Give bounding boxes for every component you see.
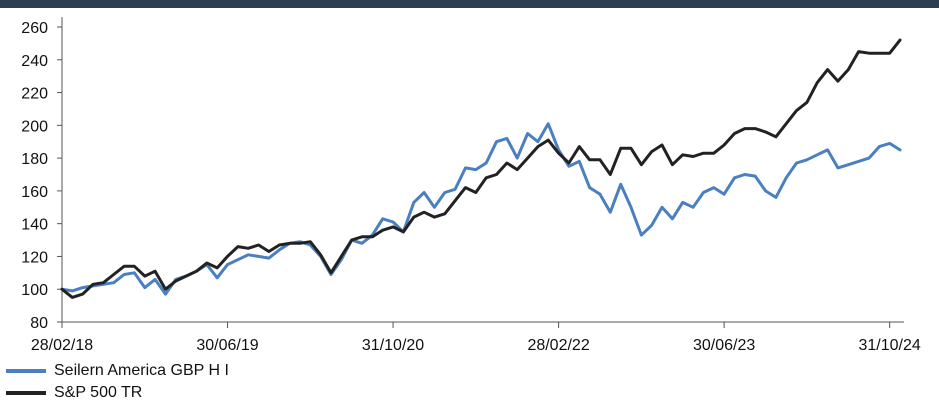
legend-label-sp500: S&P 500 TR xyxy=(54,384,143,401)
legend-swatch-seilern xyxy=(6,369,46,373)
y-tick-label-140: 140 xyxy=(21,217,48,234)
chart-header-bar xyxy=(0,0,939,8)
legend-item-sp500: S&P 500 TR xyxy=(6,382,229,404)
y-tick-label-120: 120 xyxy=(21,249,48,266)
y-tick-label-180: 180 xyxy=(21,151,48,168)
line-chart: 80 100 120 140 160 180 200 220 240 260 28/02/18 30/… xyxy=(21,17,921,354)
legend-label-seilern: Seilern America GBP H I xyxy=(54,362,229,379)
x-tick-label-0: 28/02/18 xyxy=(31,337,93,354)
series-line-sp500 xyxy=(60,38,902,299)
series-line-seilern xyxy=(60,122,902,296)
legend-item-seilern: Seilern America GBP H I xyxy=(6,360,229,382)
y-tick-label-80: 80 xyxy=(30,315,48,332)
y-tick-label-160: 160 xyxy=(21,184,48,201)
x-tick-label-2: 31/10/20 xyxy=(362,337,424,354)
y-tick-label-220: 220 xyxy=(21,86,48,103)
legend-swatch-sp500 xyxy=(6,391,46,395)
x-tick-label-5: 31/10/24 xyxy=(859,337,921,354)
y-tick-label-100: 100 xyxy=(21,282,48,299)
x-tick-label-3: 28/02/22 xyxy=(527,337,589,354)
y-tick-label-240: 240 xyxy=(21,53,48,70)
y-tick-label-200: 200 xyxy=(21,118,48,135)
y-tick-label-260: 260 xyxy=(21,20,48,37)
x-tick-label-1: 30/06/19 xyxy=(196,337,258,354)
legend: Seilern America GBP H I S&P 500 TR xyxy=(6,360,229,404)
x-tick-label-4: 30/06/23 xyxy=(693,337,755,354)
